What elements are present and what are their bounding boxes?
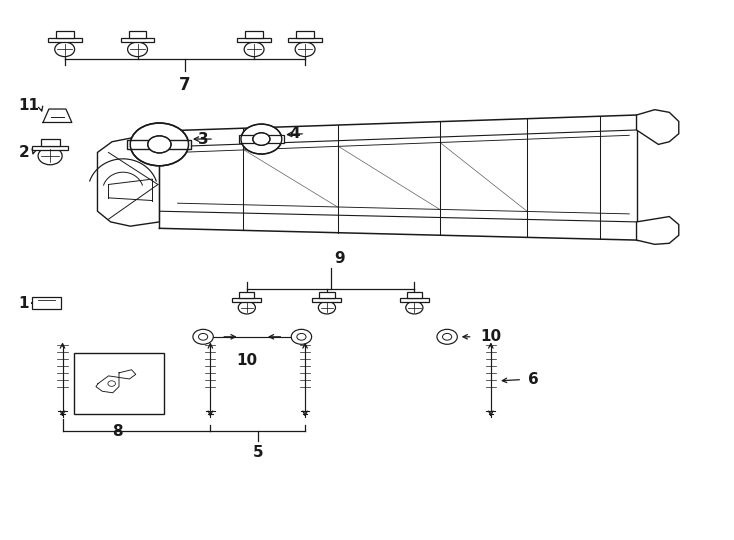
Circle shape — [128, 42, 148, 57]
Text: 6: 6 — [528, 372, 539, 387]
Bar — [297, 31, 314, 38]
Circle shape — [443, 333, 451, 340]
Text: 4: 4 — [289, 126, 300, 141]
Text: 2: 2 — [19, 145, 29, 160]
Text: 10: 10 — [236, 353, 258, 368]
Bar — [288, 38, 322, 42]
Circle shape — [239, 301, 255, 314]
Polygon shape — [636, 217, 679, 244]
Bar — [313, 298, 341, 301]
Polygon shape — [119, 370, 136, 379]
Bar — [245, 31, 263, 38]
Polygon shape — [96, 376, 119, 393]
Circle shape — [244, 42, 264, 57]
Circle shape — [295, 42, 315, 57]
Bar — [319, 292, 335, 298]
Bar — [127, 140, 192, 149]
Bar — [237, 38, 271, 42]
Bar — [400, 298, 429, 301]
Bar — [407, 292, 422, 298]
Circle shape — [241, 124, 282, 154]
Text: 9: 9 — [334, 251, 345, 266]
Bar — [239, 292, 255, 298]
Circle shape — [55, 42, 75, 57]
Bar — [74, 353, 164, 414]
Text: 3: 3 — [198, 132, 209, 146]
Bar — [128, 31, 146, 38]
Bar — [239, 136, 284, 143]
Text: 7: 7 — [179, 76, 191, 94]
Polygon shape — [636, 110, 679, 144]
Bar — [48, 38, 81, 42]
Polygon shape — [43, 109, 72, 123]
Circle shape — [148, 136, 171, 153]
Text: 10: 10 — [480, 329, 501, 345]
Text: 1: 1 — [19, 295, 29, 310]
Bar — [56, 31, 73, 38]
Circle shape — [193, 329, 214, 345]
Text: 11: 11 — [19, 98, 40, 113]
Bar — [120, 38, 154, 42]
Bar — [32, 146, 68, 150]
Circle shape — [130, 123, 189, 166]
Text: 8: 8 — [112, 424, 123, 439]
Circle shape — [437, 329, 457, 345]
Circle shape — [108, 381, 115, 386]
Circle shape — [38, 147, 62, 165]
Bar — [232, 298, 261, 301]
Circle shape — [406, 301, 423, 314]
Circle shape — [291, 329, 312, 345]
Circle shape — [252, 133, 270, 145]
Circle shape — [198, 333, 208, 340]
Bar — [40, 139, 59, 146]
Bar — [32, 297, 61, 309]
Polygon shape — [98, 138, 159, 226]
Circle shape — [319, 301, 335, 314]
Text: 5: 5 — [252, 446, 263, 460]
Circle shape — [297, 333, 306, 340]
